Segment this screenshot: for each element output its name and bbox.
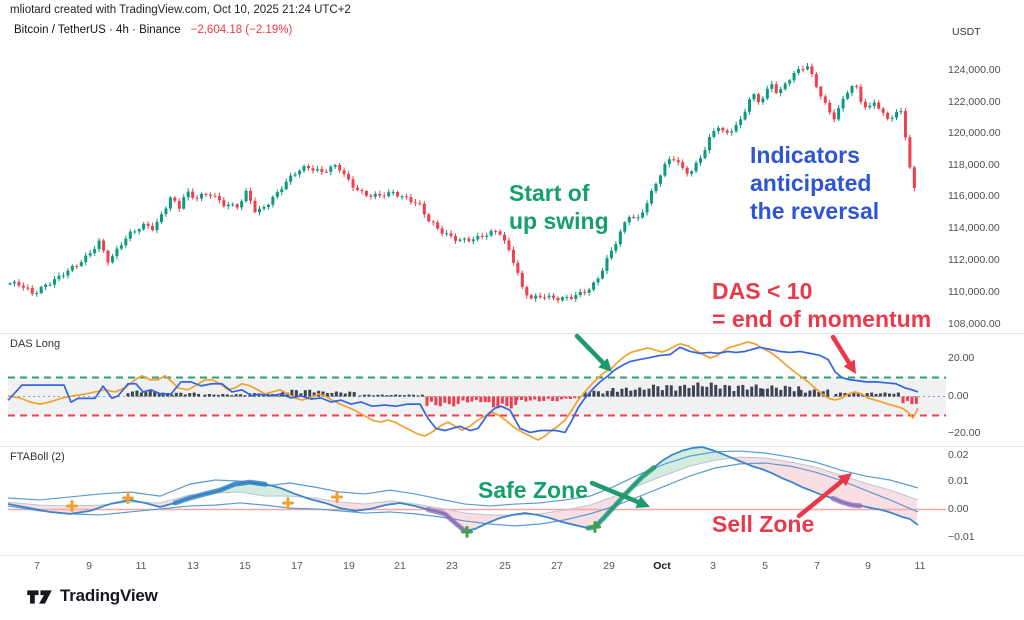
arrow-icon xyxy=(830,334,855,371)
signal-marker-icon xyxy=(122,492,134,505)
price-pane[interactable] xyxy=(8,63,916,304)
signal-marker-icon xyxy=(66,499,78,512)
arrow-icon xyxy=(589,480,646,507)
das-pane[interactable] xyxy=(7,341,946,441)
arrow-icon xyxy=(574,333,610,370)
arrow-icon xyxy=(796,475,849,519)
fta-indicator-label[interactable]: FTABoll (2) xyxy=(10,451,65,463)
symbol-row: Bitcoin / TetherUS · 4h · Binance −2,604.… xyxy=(14,24,292,36)
signal-marker-icon xyxy=(282,496,294,509)
fta-pane[interactable] xyxy=(7,446,946,538)
signal-marker-icon xyxy=(461,525,473,538)
tradingview-logo-icon xyxy=(27,589,52,604)
tradingview-logo: TradingView xyxy=(26,586,158,606)
annotation-arrows xyxy=(574,333,856,519)
price-change-value: −2,604.18 (−2.19%) xyxy=(190,24,293,36)
tradingview-logo-text: TradingView xyxy=(60,586,158,605)
arrow-head-icon xyxy=(635,496,650,509)
signal-marker-icon xyxy=(331,490,343,503)
arrow-head-icon xyxy=(843,359,856,374)
symbol-title[interactable]: Bitcoin / TetherUS · 4h · Binance xyxy=(14,24,181,36)
arrow-head-icon xyxy=(837,473,852,487)
attribution-text: mliotard created with TradingView.com, O… xyxy=(10,4,351,16)
das-indicator-label[interactable]: DAS Long xyxy=(10,338,61,350)
arrow-head-icon xyxy=(598,358,612,372)
signal-marker-icon xyxy=(589,520,601,533)
